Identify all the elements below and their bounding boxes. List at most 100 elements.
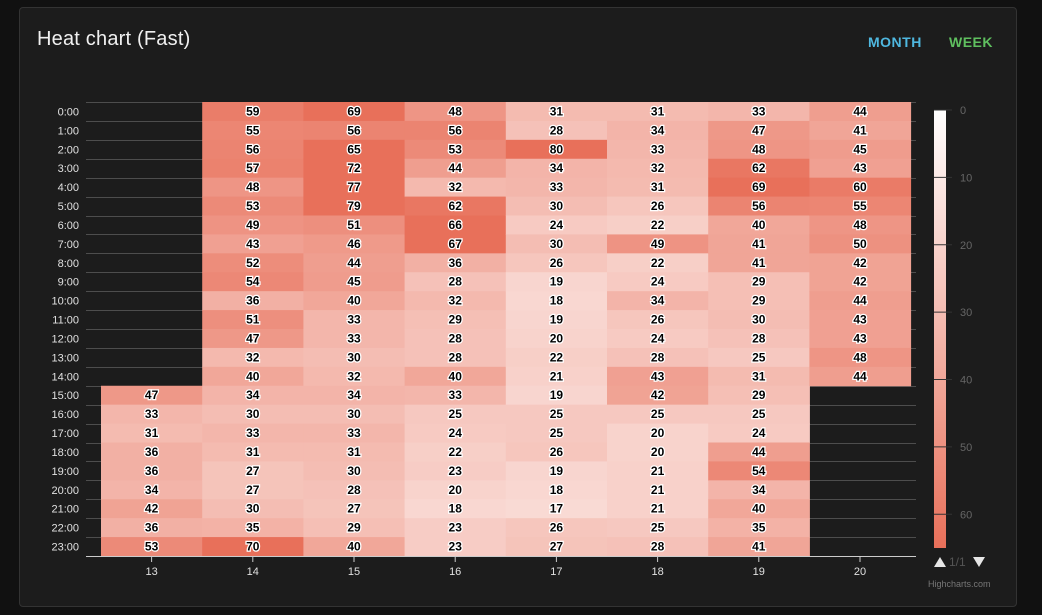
heatmap-cell[interactable] [809, 366, 912, 387]
heatmap-cell[interactable] [202, 102, 304, 122]
heatmap-cell[interactable] [607, 215, 709, 235]
heatmap-cell[interactable] [607, 291, 709, 311]
heatmap-cell[interactable] [505, 177, 608, 198]
heatmap-cell[interactable] [505, 423, 608, 443]
heatmap-cell[interactable] [505, 537, 608, 557]
heatmap-cell[interactable] [202, 177, 304, 198]
heatmap-cell[interactable] [404, 102, 507, 122]
heatmap-cell[interactable] [101, 423, 203, 443]
month-button[interactable]: MONTH [868, 34, 922, 50]
heatmap-cell[interactable] [708, 310, 810, 330]
heatmap-cell[interactable] [607, 537, 709, 557]
heatmap-cell[interactable] [708, 499, 810, 519]
heatmap-cell[interactable] [607, 196, 709, 216]
heatmap-cell[interactable] [607, 272, 709, 292]
heatmap-cell[interactable] [505, 253, 608, 273]
heatmap-cell[interactable] [404, 139, 507, 160]
heatmap-cell[interactable] [505, 518, 608, 538]
heatmap-cell[interactable] [607, 442, 709, 462]
heatmap-cell[interactable] [607, 347, 709, 368]
heatmap-cell[interactable] [607, 499, 709, 519]
heatmap-cell[interactable] [809, 291, 912, 311]
heatmap-cell[interactable] [202, 291, 304, 311]
heatmap-cell[interactable] [607, 139, 709, 160]
heatmap-cell[interactable] [303, 215, 406, 235]
heatmap-cell[interactable] [607, 234, 709, 254]
heatmap-cell[interactable] [708, 139, 810, 160]
heatmap-cell[interactable] [303, 177, 406, 198]
heatmap-cell[interactable] [202, 139, 304, 160]
heatmap-cell[interactable] [708, 518, 810, 538]
heatmap-cell[interactable] [303, 196, 406, 216]
heatmap-cell[interactable] [404, 385, 507, 406]
heatmap-cell[interactable] [202, 461, 304, 481]
heatmap-cell[interactable] [404, 291, 507, 311]
heatmap-cell[interactable] [303, 120, 406, 141]
heatmap-cell[interactable] [303, 329, 406, 349]
heatmap-cell[interactable] [505, 215, 608, 235]
heatmap-cell[interactable] [607, 329, 709, 349]
heatmap-cell[interactable] [303, 253, 406, 273]
heatmap-cell[interactable] [303, 347, 406, 368]
heatmap-cell[interactable] [809, 120, 912, 141]
heatmap-cell[interactable] [404, 272, 507, 292]
heatmap-cell[interactable] [404, 347, 507, 368]
heatmap-cell[interactable] [202, 215, 304, 235]
heatmap-cell[interactable] [101, 404, 203, 425]
heatmap-cell[interactable] [607, 366, 709, 387]
heatmap-cell[interactable] [809, 102, 912, 122]
heatmap-cell[interactable] [708, 329, 810, 349]
heatmap-cell[interactable] [809, 329, 912, 349]
heatmap-cell[interactable] [202, 537, 304, 557]
heatmap-cell[interactable] [404, 177, 507, 198]
heatmap-cell[interactable] [303, 537, 406, 557]
heatmap-cell[interactable] [202, 442, 304, 462]
heatmap-cell[interactable] [708, 461, 810, 481]
heatmap-cell[interactable] [404, 158, 507, 179]
heatmap-cell[interactable] [708, 177, 810, 198]
heatmap-cell[interactable] [505, 272, 608, 292]
heatmap-cell[interactable] [101, 461, 203, 481]
heatmap-cell[interactable] [303, 423, 406, 443]
heatmap-cell[interactable] [202, 518, 304, 538]
heatmap-cell[interactable] [303, 518, 406, 538]
heatmap-cell[interactable] [809, 177, 912, 198]
heatmap-cell[interactable] [708, 196, 810, 216]
heatmap-cell[interactable] [505, 442, 608, 462]
heatmap-cell[interactable] [607, 461, 709, 481]
heatmap-cell[interactable] [303, 480, 406, 500]
heatmap-cell[interactable] [607, 423, 709, 443]
heatmap-cell[interactable] [202, 347, 304, 368]
heatmap-cell[interactable] [202, 385, 304, 406]
legend-nav-up-icon[interactable] [934, 557, 946, 567]
heatmap-cell[interactable] [505, 196, 608, 216]
heatmap-cell[interactable] [809, 272, 912, 292]
heatmap-cell[interactable] [708, 120, 810, 141]
heatmap-cell[interactable] [202, 158, 304, 179]
heatmap-cell[interactable] [101, 442, 203, 462]
heatmap-cell[interactable] [303, 291, 406, 311]
heatmap-cell[interactable] [607, 404, 709, 425]
heatmap-cell[interactable] [101, 518, 203, 538]
heatmap-cell[interactable] [505, 102, 608, 122]
heatmap-cell[interactable] [708, 366, 810, 387]
heatmap-cell[interactable] [202, 120, 304, 141]
heatmap-cell[interactable] [505, 480, 608, 500]
heatmap-cell[interactable] [708, 423, 810, 443]
heatmap-cell[interactable] [404, 423, 507, 443]
heatmap-cell[interactable] [303, 310, 406, 330]
heatmap-cell[interactable] [607, 158, 709, 179]
heatmap-cell[interactable] [101, 499, 203, 519]
heatmap-cell[interactable] [202, 253, 304, 273]
heatmap-cell[interactable] [809, 196, 912, 216]
heatmap-cell[interactable] [202, 329, 304, 349]
heatmap-cell[interactable] [607, 102, 709, 122]
heatmap-cell[interactable] [505, 291, 608, 311]
heatmap-cell[interactable] [607, 253, 709, 273]
heatmap-cell[interactable] [607, 518, 709, 538]
heatmap-cell[interactable] [809, 347, 912, 368]
heatmap-cell[interactable] [708, 253, 810, 273]
heatmap-cell[interactable] [303, 158, 406, 179]
heatmap-cell[interactable] [505, 158, 608, 179]
heatmap-cell[interactable] [607, 177, 709, 198]
